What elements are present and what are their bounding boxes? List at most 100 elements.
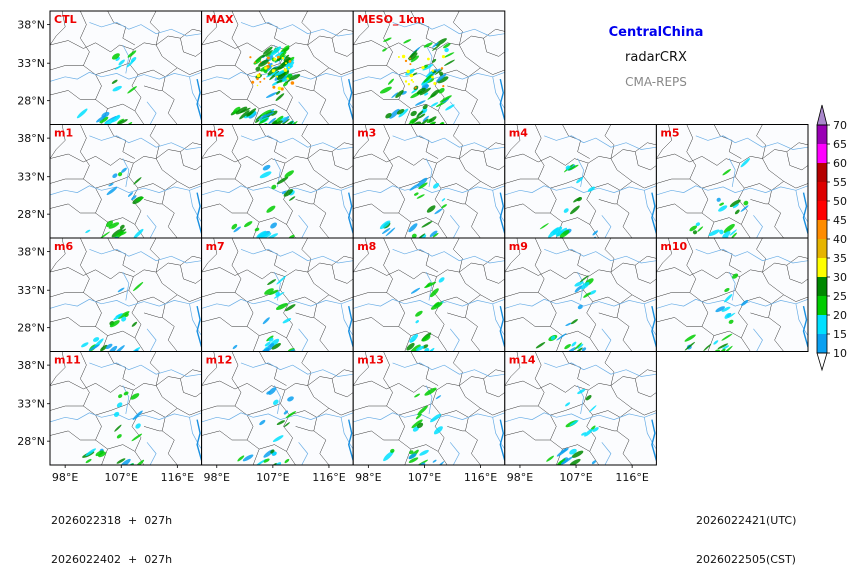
colorbar-segment <box>817 277 827 296</box>
river-line <box>240 248 354 264</box>
echo-cell <box>232 344 238 350</box>
province-border <box>149 124 160 159</box>
echo-cell <box>410 110 417 117</box>
river-line <box>340 303 354 336</box>
echo-core <box>397 56 400 58</box>
river-line <box>492 417 505 450</box>
echo-cell <box>276 79 283 84</box>
echo-cell <box>254 119 260 123</box>
echo-core <box>287 66 290 69</box>
province-border <box>410 124 439 159</box>
echo-cell <box>268 337 274 342</box>
echo-cell <box>565 402 571 407</box>
province-border <box>762 271 784 295</box>
panel-label: MAX <box>206 13 234 26</box>
coastline <box>347 192 354 234</box>
echo-cell <box>435 395 442 400</box>
province-border <box>50 238 66 273</box>
echo-core <box>276 55 280 59</box>
echo-cell <box>717 343 729 350</box>
province-border <box>353 351 369 386</box>
echo-cell <box>98 451 106 458</box>
echo-cell <box>443 43 451 49</box>
coastline <box>651 305 657 348</box>
colorbar-extend-max <box>816 104 828 126</box>
province-border <box>604 124 615 159</box>
province-border <box>504 430 551 441</box>
province-border <box>231 11 242 66</box>
echo-cell <box>233 226 241 233</box>
province-border <box>155 44 178 68</box>
echo-cell <box>99 231 110 238</box>
province-border <box>137 67 202 78</box>
echo-cell <box>417 405 428 416</box>
echo-cell <box>574 285 582 293</box>
province-border <box>50 289 129 302</box>
valid-time-utc: 2026022421(UTC) <box>696 514 797 527</box>
river-line <box>240 135 354 150</box>
echo-cell <box>243 221 253 228</box>
echo-cell <box>381 227 391 234</box>
province-border <box>447 199 466 205</box>
echo-cell <box>424 281 437 289</box>
echo-core <box>281 56 285 60</box>
echo-cell <box>92 337 100 342</box>
province-border <box>231 124 242 180</box>
echo-cell <box>379 86 392 94</box>
province-border <box>107 217 136 225</box>
echo-cell <box>423 42 433 48</box>
province-border <box>143 85 163 91</box>
echo-cell <box>435 38 447 47</box>
echo-cell <box>109 320 120 328</box>
river-line <box>189 190 202 223</box>
echo-cell <box>414 192 419 196</box>
lon-tick-label: 98°E <box>355 471 381 484</box>
echo-cell <box>732 273 739 279</box>
echo-core <box>249 56 252 59</box>
province-border <box>133 369 202 391</box>
coastline <box>196 305 202 348</box>
echo-cell <box>411 121 422 125</box>
coastline <box>651 192 657 234</box>
echo-core <box>407 83 411 86</box>
echo-cell <box>433 426 443 435</box>
echo-cell <box>262 164 271 171</box>
echo-cell <box>283 189 294 197</box>
lat-tick-label: 28°N <box>17 95 45 108</box>
lon-tick-label: 107°E <box>559 471 592 484</box>
echo-cell <box>412 426 419 432</box>
province-border <box>107 124 136 159</box>
echo-cell <box>271 70 278 76</box>
echo-cell <box>283 56 291 63</box>
echo-core <box>254 61 257 64</box>
panel-background <box>50 351 202 465</box>
province-border <box>441 67 505 78</box>
echo-cell <box>268 117 277 125</box>
province-border <box>504 238 521 273</box>
echo-core <box>259 80 262 83</box>
map-panel: MAX <box>201 10 354 125</box>
lon-tick-label: 98°E <box>52 471 78 484</box>
coastline <box>347 78 354 121</box>
lon-tick-label: 116°E <box>161 471 194 484</box>
echo-core <box>276 75 279 78</box>
system-title: CMA-REPS <box>625 75 687 89</box>
echo-core <box>258 72 261 75</box>
panel-label: m8 <box>357 240 376 253</box>
province-border <box>604 238 615 273</box>
echo-cell <box>434 68 443 75</box>
echo-cell <box>237 455 245 462</box>
lat-tick-label: 33°N <box>17 398 45 411</box>
coastline <box>196 78 202 121</box>
province-border <box>284 28 354 50</box>
river-line <box>544 248 657 264</box>
echo-cell <box>81 342 89 348</box>
echo-cell <box>579 275 589 283</box>
echo-cell <box>419 449 429 456</box>
echo-cell <box>729 199 741 208</box>
river-line <box>449 328 460 352</box>
province-border <box>313 190 330 238</box>
echo-cell <box>552 226 563 235</box>
river-line <box>89 362 202 377</box>
river-line <box>795 303 809 336</box>
